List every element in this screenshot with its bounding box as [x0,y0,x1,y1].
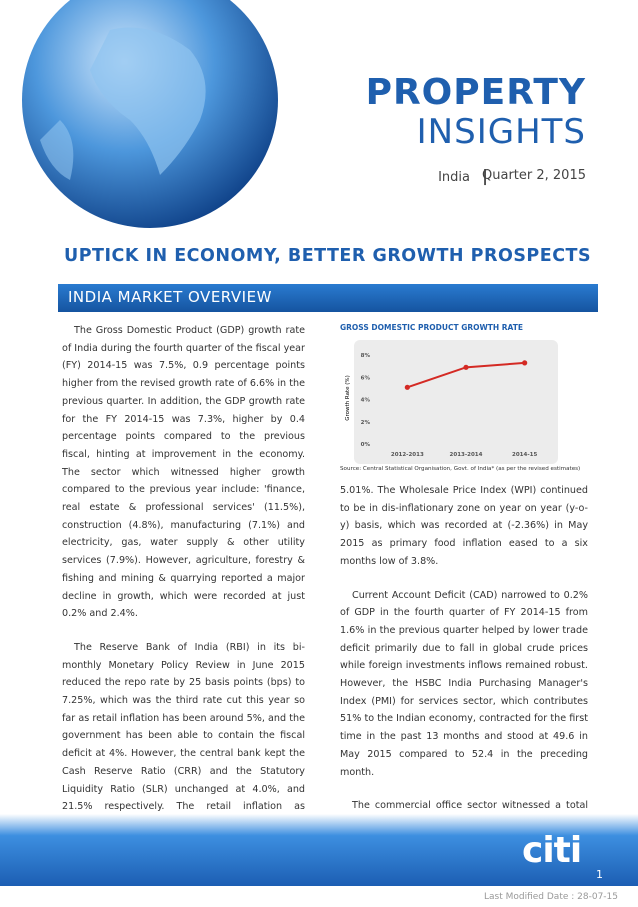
location: India [438,170,470,185]
modified-date: Last Modified Date : 28-07-15 [484,892,618,902]
point [463,364,469,370]
point [404,384,410,390]
x-tick-label: 2013-2014 [450,452,483,458]
y-axis-label: Growth Rate (%) [345,375,351,421]
chart-title: GROSS DOMESTIC PRODUCT GROWTH RATE [340,323,524,332]
point [522,360,528,366]
paragraph: Current Account Deficit (CAD) narrowed t… [340,589,588,778]
right-column: 5.01%. The Wholesale Price Index (WPI) c… [340,482,588,902]
headline: UPTICK IN ECONOMY, BETTER GROWTH PROSPEC… [64,246,592,266]
globe [22,0,278,228]
chart: Growth Rate (%) 0% 2% 4% 6% 8% 2012-2013 2013-… [345,340,558,464]
plot-background [354,340,558,464]
title: PROPERTY [365,72,586,113]
section-title: INDIA MARKET OVERVIEW [68,288,272,306]
y-tick-label: 0% [361,442,371,448]
y-tick-label: 8% [361,353,371,359]
section-band [58,284,598,312]
source: Source: Central Statistical Organisation… [340,466,581,472]
title: INSIGHTS [416,112,586,152]
paragraph: The Gross Domestic Product (GDP) growth … [62,325,305,620]
footer-band [0,814,638,886]
y-tick-label: 2% [361,420,371,426]
y-tick-label: 6% [361,375,371,381]
separator: | [482,166,488,185]
left-column: The Gross Domestic Product (GDP) growth … [62,322,305,903]
x-tick-label: 2012-2013 [391,452,424,458]
logo: citi [522,830,582,871]
x-tick-label: 2014-15 [512,452,537,458]
page-number: 1 [596,868,603,881]
period: Quarter 2, 2015 [482,168,586,183]
paragraph: 5.01%. The Wholesale Price Index (WPI) c… [340,485,588,567]
y-tick-label: 4% [361,398,371,404]
